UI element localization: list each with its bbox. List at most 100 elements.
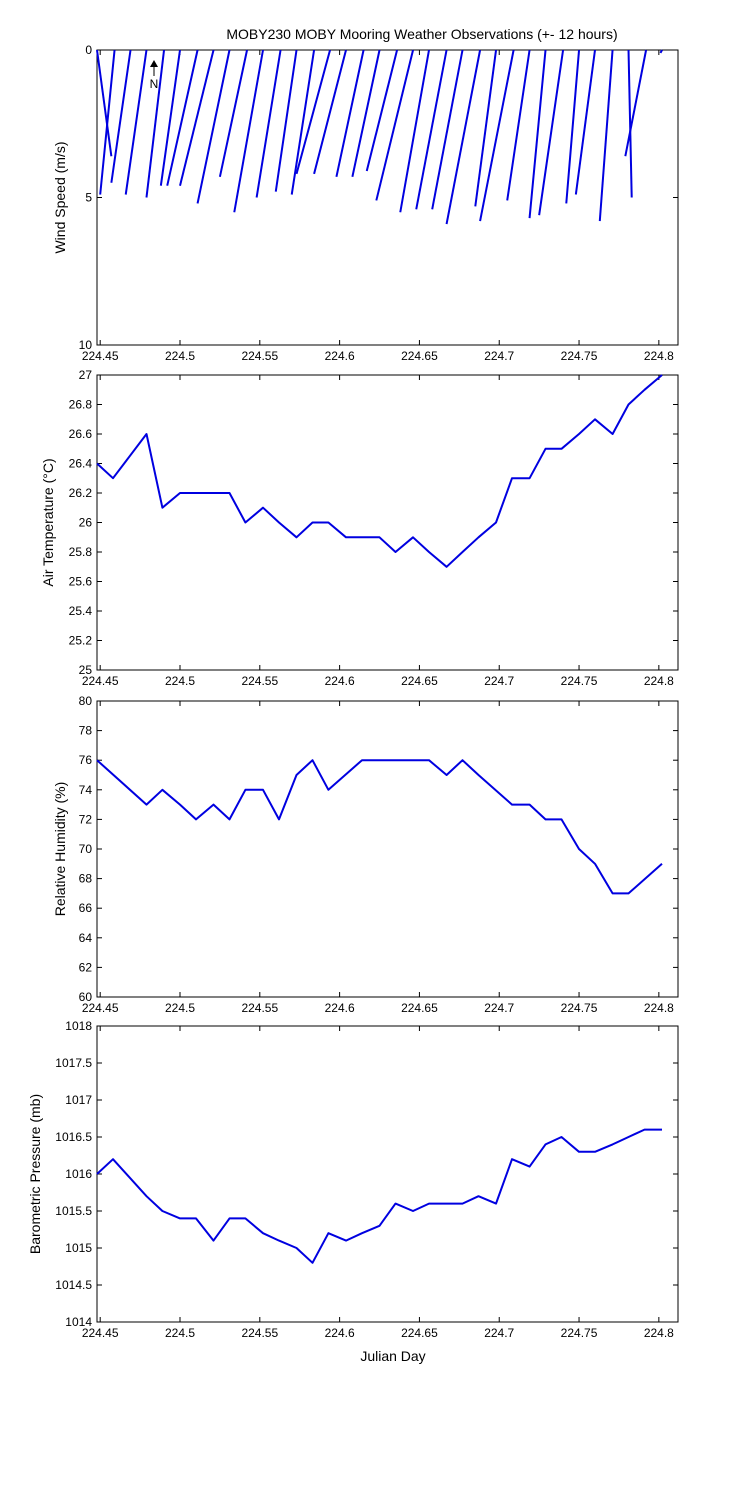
barometric-pressure-y-tick-label: 1017 (65, 1093, 92, 1107)
relative-humidity-y-tick-label: 76 (79, 753, 93, 767)
relative-humidity-x-tick-label: 224.55 (241, 1001, 278, 1015)
wind-speed-y-tick-label: 5 (85, 191, 92, 205)
air-temperature-x-tick-label: 224.65 (401, 674, 438, 688)
wind-speed-y-axis-label: Wind Speed (m/s) (52, 141, 68, 253)
air-temperature-x-tick-label: 224.55 (241, 674, 278, 688)
barometric-pressure-y-tick-label: 1016 (65, 1167, 92, 1181)
air-temperature-axes-box (96, 374, 679, 671)
relative-humidity-axes-box (96, 700, 679, 998)
barometric-pressure-x-tick-label: 224.55 (241, 1326, 278, 1340)
air-temperature-x-tick-label: 224.7 (484, 674, 514, 688)
relative-humidity-x-tick-label: 224.5 (165, 1001, 195, 1015)
wind-vector (159, 49, 181, 186)
barometric-pressure-x-tick-label: 224.8 (644, 1326, 674, 1340)
wind-vector (99, 49, 116, 195)
relative-humidity-x-tick-label: 224.8 (644, 1001, 674, 1015)
wind-speed-x-tick-label: 224.65 (401, 349, 438, 363)
air-temperature-x-tick-label: 224.75 (561, 674, 598, 688)
barometric-pressure-x-tick-label: 224.7 (484, 1326, 514, 1340)
north-arrow-icon (150, 60, 158, 76)
relative-humidity-y-tick-label: 80 (79, 694, 93, 708)
wind-vector (415, 49, 448, 210)
relative-humidity-x-tick-label: 224.7 (484, 1001, 514, 1015)
air-temperature-x-tick-label: 224.5 (165, 674, 195, 688)
wind-vector (479, 49, 515, 222)
air-temperature-x-tick-label: 224.8 (644, 674, 674, 688)
north-arrow-head (150, 60, 158, 67)
air-temperature-y-tick-label: 26.6 (69, 427, 93, 441)
wind-vector (110, 49, 132, 183)
barometric-pressure-x-tick-label: 224.65 (401, 1326, 438, 1340)
north-marker-label: N (150, 77, 159, 91)
wind-speed-x-tick-label: 224.7 (484, 349, 514, 363)
relative-humidity-panel: 224.45 224.5 224.55 224.6 224.65 224.7 224.75 2… (52, 694, 679, 1015)
air-temperature-y-tick-label: 27 (79, 368, 93, 382)
barometric-pressure-y-tick-label: 1014 (65, 1315, 92, 1329)
wind-vector (375, 49, 415, 201)
wind-speed-axes-box (96, 49, 679, 346)
wind-speed-x-tick-label: 224.8 (644, 349, 674, 363)
air-temperature-y-tick-label: 26.2 (69, 486, 93, 500)
barometric-pressure-x-tick-label: 224.6 (325, 1326, 355, 1340)
air-temperature-line (96, 374, 663, 568)
wind-vector (274, 49, 298, 192)
wind-vector (218, 49, 249, 178)
wind-vector (627, 49, 633, 198)
relative-humidity-y-tick-label: 68 (79, 872, 93, 886)
air-temperature-y-tick-label: 25.2 (69, 634, 93, 648)
wind-vector (313, 49, 347, 175)
wind-vector (445, 49, 482, 225)
figure-title: MOBY230 MOBY Mooring Weather Observation… (226, 26, 617, 42)
wind-vector (255, 49, 282, 198)
relative-humidity-x-tick-label: 224.75 (561, 1001, 598, 1015)
wind-vector (528, 49, 547, 219)
relative-humidity-y-tick-label: 70 (79, 842, 93, 856)
chart-panels: 224.45 224.5 224.55 224.6 224.65 224.7 224.75 2… (27, 43, 679, 1340)
wind-vector (624, 49, 648, 157)
wind-vector (538, 49, 565, 216)
relative-humidity-x-tick-label: 224.45 (82, 1001, 119, 1015)
barometric-pressure-y-tick-label: 1018 (65, 1019, 92, 1033)
relative-humidity-line (96, 759, 663, 895)
wind-vector (598, 49, 614, 222)
x-axis-label: Julian Day (360, 1348, 425, 1364)
barometric-pressure-y-tick-label: 1015.5 (55, 1204, 92, 1218)
wind-speed-y-tick-label: 10 (79, 338, 93, 352)
wind-vector (145, 49, 166, 198)
wind-speed-y-tick-label: 0 (85, 43, 92, 57)
relative-humidity-x-tick-label: 224.6 (325, 1001, 355, 1015)
relative-humidity-y-axis-label: Relative Humidity (%) (52, 782, 68, 917)
barometric-pressure-line (96, 1128, 662, 1264)
wind-vector (659, 49, 663, 54)
air-temperature-y-tick-label: 25 (79, 663, 93, 677)
air-temperature-panel: 224.45 224.5 224.55 224.6 224.65 224.7 224.75 2… (40, 368, 679, 688)
barometric-pressure-x-tick-label: 224.45 (82, 1326, 119, 1340)
barometric-pressure-axes-box (96, 1025, 679, 1323)
air-temperature-x-tick-label: 224.6 (325, 674, 355, 688)
wind-vector (124, 49, 148, 195)
wind-vector (565, 49, 581, 204)
barometric-pressure-panel: 224.45 224.5 224.55 224.6 224.65 224.7 224.75 2… (27, 1019, 679, 1340)
relative-humidity-x-tick-label: 224.65 (401, 1001, 438, 1015)
wind-vector (295, 49, 332, 175)
wind-vector (196, 49, 231, 204)
air-temperature-y-axis-label: Air Temperature (°C) (40, 458, 56, 586)
wind-vector (179, 49, 215, 186)
wind-vector (474, 49, 498, 207)
barometric-pressure-y-tick-label: 1014.5 (55, 1278, 92, 1292)
air-temperature-y-tick-label: 25.4 (69, 604, 93, 618)
wind-speed-x-tick-label: 224.6 (325, 349, 355, 363)
barometric-pressure-y-axis-label: Barometric Pressure (mb) (27, 1094, 43, 1254)
barometric-pressure-x-tick-label: 224.75 (561, 1326, 598, 1340)
relative-humidity-y-tick-label: 64 (79, 931, 93, 945)
relative-humidity-y-tick-label: 72 (79, 812, 93, 826)
wind-speed-x-tick-label: 224.55 (241, 349, 278, 363)
relative-humidity-y-tick-label: 60 (79, 990, 93, 1004)
relative-humidity-y-tick-label: 78 (79, 724, 93, 738)
barometric-pressure-x-tick-label: 224.5 (165, 1326, 195, 1340)
wind-vector (574, 49, 596, 195)
wind-vector (365, 49, 399, 172)
wind-speed-x-tick-label: 224.75 (561, 349, 598, 363)
air-temperature-x-tick-label: 224.45 (82, 674, 119, 688)
